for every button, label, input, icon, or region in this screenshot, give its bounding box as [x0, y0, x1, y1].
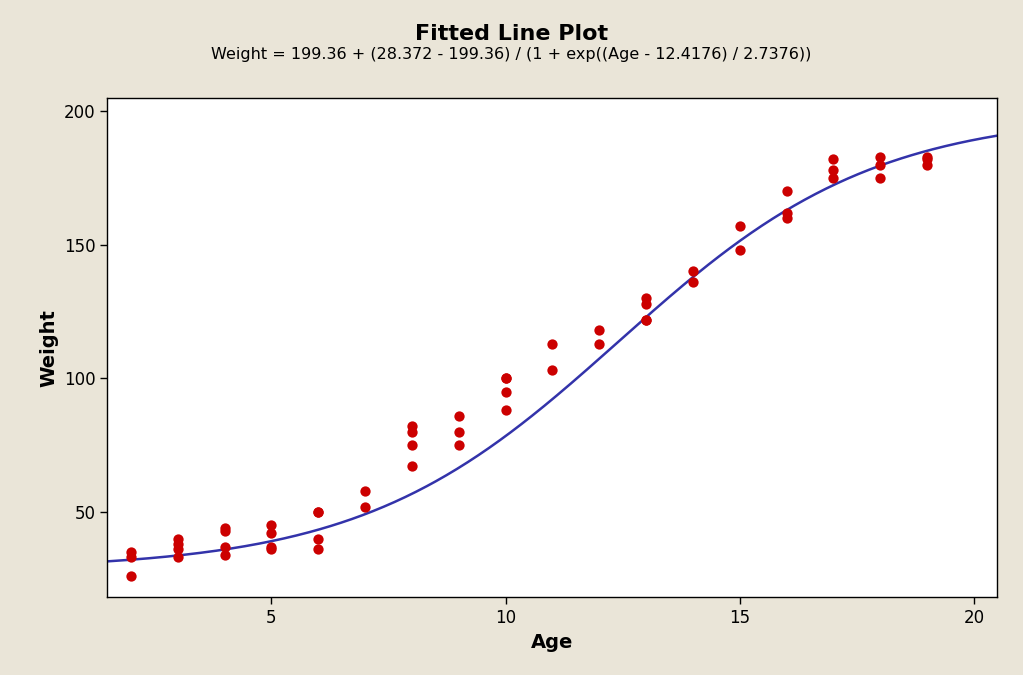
- Point: [919, 151, 935, 162]
- Point: [170, 544, 186, 555]
- Point: [731, 221, 748, 232]
- Point: [216, 549, 232, 560]
- Text: Weight = 199.36 + (28.372 - 199.36) / (1 + exp((Age - 12.4176) / 2.7376)): Weight = 199.36 + (28.372 - 199.36) / (1…: [212, 47, 811, 62]
- Point: [123, 552, 139, 563]
- Point: [826, 173, 842, 184]
- Point: [263, 520, 279, 531]
- Point: [310, 533, 326, 544]
- Point: [123, 570, 139, 581]
- Point: [450, 427, 466, 437]
- Point: [779, 207, 795, 218]
- Point: [450, 439, 466, 450]
- Point: [404, 461, 420, 472]
- Point: [638, 314, 655, 325]
- Point: [123, 547, 139, 558]
- Point: [357, 501, 373, 512]
- Point: [216, 541, 232, 552]
- Point: [263, 528, 279, 539]
- Point: [919, 159, 935, 170]
- Point: [873, 151, 889, 162]
- Point: [826, 165, 842, 176]
- X-axis label: Age: Age: [531, 632, 574, 652]
- Point: [404, 439, 420, 450]
- Point: [544, 338, 561, 349]
- Point: [638, 293, 655, 304]
- Point: [591, 338, 608, 349]
- Point: [779, 186, 795, 197]
- Point: [497, 373, 514, 384]
- Point: [404, 427, 420, 437]
- Point: [170, 539, 186, 549]
- Point: [779, 213, 795, 223]
- Point: [450, 410, 466, 421]
- Point: [919, 154, 935, 165]
- Text: Fitted Line Plot: Fitted Line Plot: [415, 24, 608, 44]
- Point: [638, 298, 655, 309]
- Point: [591, 325, 608, 335]
- Point: [310, 506, 326, 517]
- Point: [263, 544, 279, 555]
- Point: [873, 173, 889, 184]
- Y-axis label: Weight: Weight: [40, 308, 58, 387]
- Point: [216, 525, 232, 536]
- Point: [170, 552, 186, 563]
- Point: [873, 159, 889, 170]
- Point: [731, 245, 748, 256]
- Point: [497, 373, 514, 384]
- Point: [826, 154, 842, 165]
- Point: [216, 522, 232, 533]
- Point: [684, 277, 701, 288]
- Point: [263, 541, 279, 552]
- Point: [404, 421, 420, 432]
- Point: [310, 506, 326, 517]
- Point: [310, 544, 326, 555]
- Point: [357, 485, 373, 496]
- Point: [170, 533, 186, 544]
- Point: [544, 365, 561, 376]
- Point: [497, 386, 514, 397]
- Point: [497, 405, 514, 416]
- Point: [638, 314, 655, 325]
- Point: [684, 266, 701, 277]
